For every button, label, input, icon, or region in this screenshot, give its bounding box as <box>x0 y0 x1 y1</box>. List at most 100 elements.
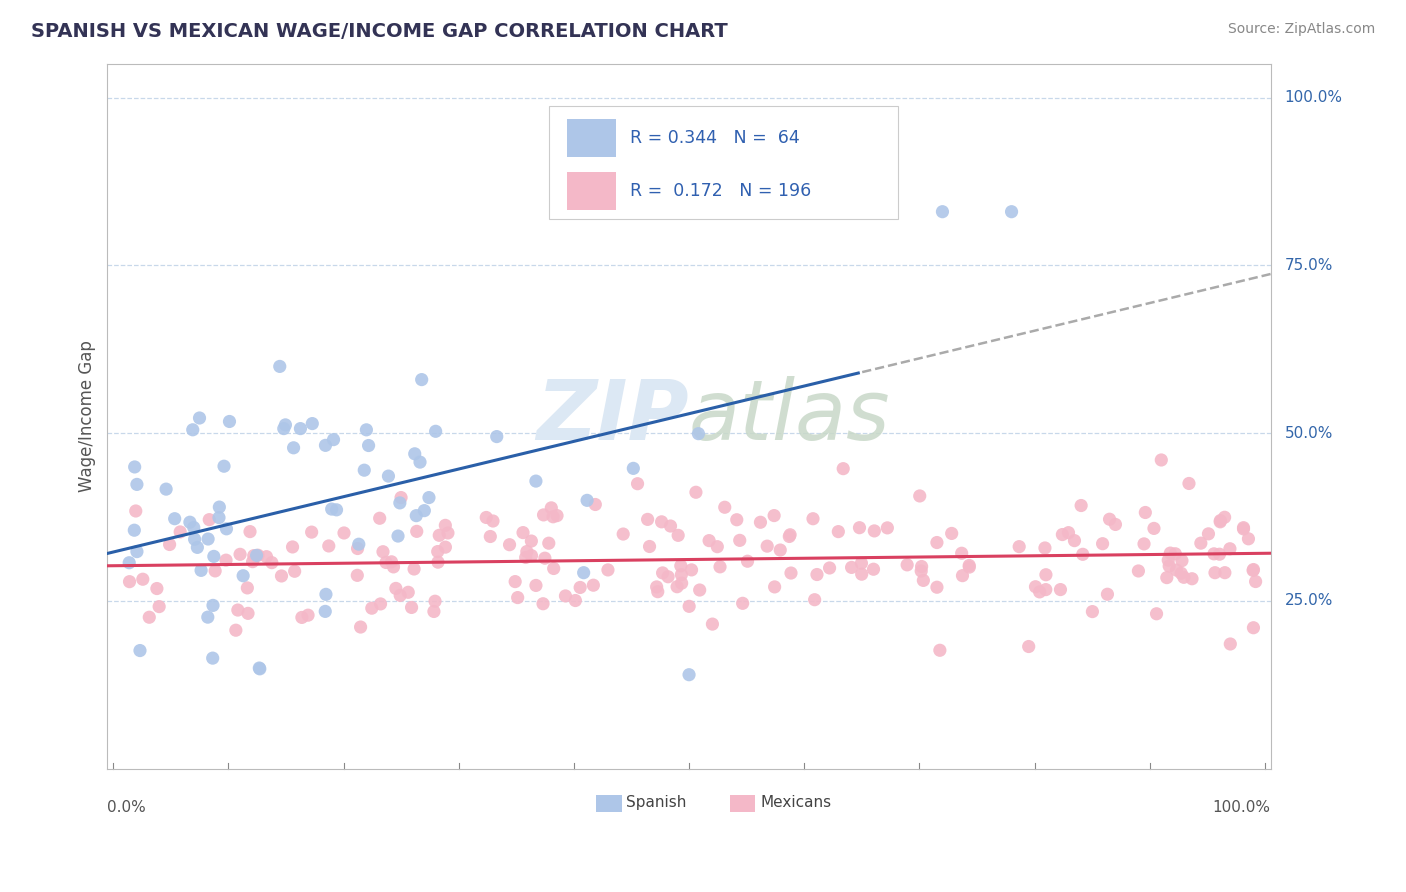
Point <box>389 589 412 603</box>
Point <box>426 544 449 558</box>
Point <box>702 617 724 632</box>
Point <box>349 620 371 634</box>
Point <box>1204 566 1226 580</box>
Point <box>763 580 786 594</box>
Point <box>1219 541 1241 556</box>
Point <box>576 493 599 508</box>
Point <box>848 521 870 535</box>
Point <box>132 572 155 586</box>
Point <box>1081 605 1104 619</box>
Point <box>1232 522 1254 536</box>
Point <box>188 411 211 425</box>
Point <box>1232 521 1254 535</box>
Point <box>689 582 711 597</box>
Point <box>626 476 648 491</box>
Point <box>780 566 803 580</box>
Point <box>1171 554 1194 568</box>
Point <box>666 528 689 542</box>
FancyBboxPatch shape <box>550 106 898 219</box>
Point <box>524 578 547 592</box>
Point <box>318 539 340 553</box>
Bar <box>567 119 616 157</box>
Point <box>912 574 935 588</box>
Point <box>1159 559 1181 574</box>
Point <box>314 438 336 452</box>
Point <box>537 536 560 550</box>
Point <box>1241 563 1264 577</box>
Point <box>910 559 932 574</box>
Text: 75.0%: 75.0% <box>1285 258 1333 273</box>
Point <box>346 541 368 556</box>
Point <box>404 562 426 576</box>
Point <box>346 568 368 582</box>
Point <box>520 549 543 563</box>
Point <box>1128 564 1150 578</box>
Point <box>1219 637 1241 651</box>
Text: 100.0%: 100.0% <box>1213 800 1271 815</box>
Point <box>247 661 270 675</box>
Point <box>405 524 427 539</box>
Point <box>818 561 841 575</box>
Point <box>1146 607 1168 621</box>
Point <box>503 574 526 589</box>
Point <box>229 547 252 561</box>
Point <box>215 553 238 567</box>
Point <box>357 438 380 452</box>
Point <box>512 525 534 540</box>
Point <box>863 524 886 538</box>
Point <box>540 500 562 515</box>
Point <box>709 559 731 574</box>
Point <box>1097 587 1119 601</box>
Point <box>925 580 948 594</box>
Point <box>190 563 212 577</box>
Point <box>583 498 606 512</box>
Point <box>669 558 692 573</box>
Point <box>138 610 160 624</box>
Point <box>437 526 460 541</box>
Point <box>246 549 269 563</box>
Text: 25.0%: 25.0% <box>1285 593 1333 608</box>
Point <box>232 568 254 582</box>
Text: R =  0.172   N = 196: R = 0.172 N = 196 <box>630 182 811 200</box>
Point <box>763 508 786 523</box>
Point <box>204 564 226 578</box>
Point <box>434 540 457 554</box>
Point <box>1181 572 1204 586</box>
Point <box>368 511 391 525</box>
Point <box>370 597 392 611</box>
Point <box>1052 527 1074 541</box>
Point <box>377 469 399 483</box>
Point <box>533 508 555 522</box>
Y-axis label: Wage/Income Gap: Wage/Income Gap <box>79 341 96 492</box>
Text: 100.0%: 100.0% <box>1285 90 1343 105</box>
Point <box>651 515 673 529</box>
Point <box>737 554 759 568</box>
Point <box>322 433 344 447</box>
Point <box>612 527 634 541</box>
Point <box>1202 547 1225 561</box>
Point <box>270 569 292 583</box>
Point <box>291 610 314 624</box>
Point <box>1135 506 1157 520</box>
Point <box>569 581 592 595</box>
Point <box>125 504 148 518</box>
Point <box>806 567 828 582</box>
Point <box>1035 582 1057 597</box>
Point <box>409 455 432 469</box>
Point <box>118 556 141 570</box>
Point <box>1166 563 1188 577</box>
Point <box>1156 571 1178 585</box>
Point <box>124 459 146 474</box>
Point <box>274 417 297 432</box>
Point <box>1150 453 1173 467</box>
Point <box>645 580 668 594</box>
Point <box>931 204 953 219</box>
Point <box>423 594 446 608</box>
Point <box>1133 537 1156 551</box>
Point <box>1157 553 1180 567</box>
Point <box>148 599 170 614</box>
Point <box>1063 533 1085 548</box>
Point <box>197 532 219 546</box>
Point <box>181 423 204 437</box>
Point <box>957 558 980 573</box>
